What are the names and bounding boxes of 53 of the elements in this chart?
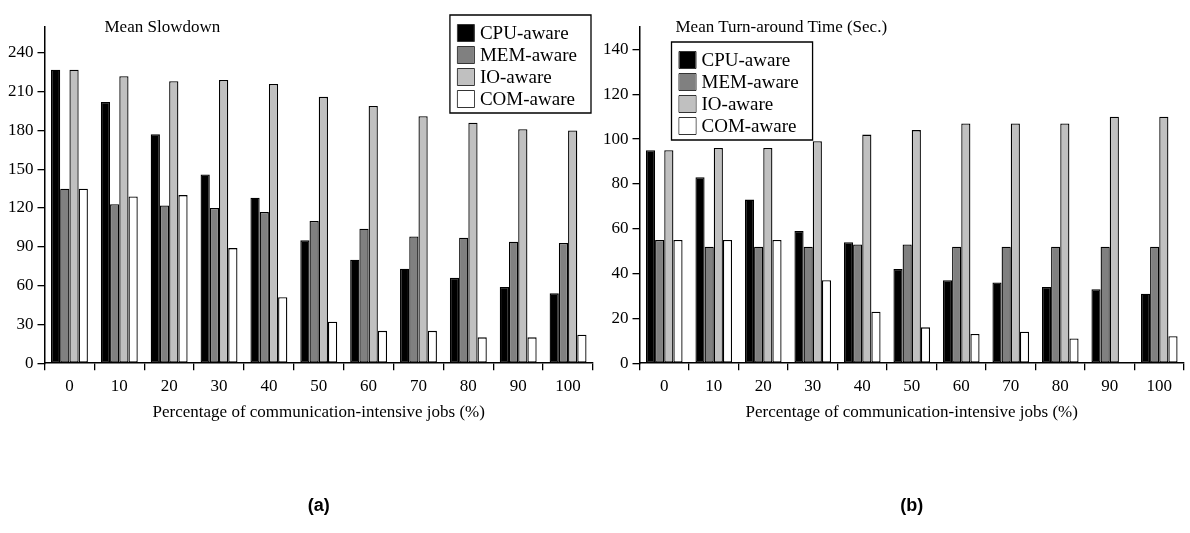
x-tick-label: 0 (660, 375, 669, 395)
text: (a) (307, 494, 330, 515)
legend-label: CPU-aware (479, 21, 569, 43)
legend-label: CPU-aware (701, 48, 791, 70)
x-tick-label: 90 (1101, 375, 1119, 395)
x-tick-label: 70 (1002, 375, 1020, 395)
y-tick-label: 60 (611, 218, 629, 238)
y-tick-label: 0 (620, 352, 629, 372)
y-tick-label: 30 (16, 313, 34, 333)
y-tick-label: 140 (603, 38, 629, 58)
y-tick-label: 60 (16, 275, 34, 295)
x-tick-label: 50 (903, 375, 921, 395)
chart-title: Mean Turn-around Time (Sec.) (675, 16, 888, 36)
y-tick-label: 180 (8, 119, 34, 139)
x-tick-label: 0 (65, 375, 74, 395)
y-tick-label: 80 (611, 173, 629, 193)
x-tick-label: 100 (555, 375, 581, 395)
x-tick-label: 30 (210, 375, 228, 395)
y-tick-label: 90 (16, 236, 34, 256)
x-tick-label: 80 (459, 375, 477, 395)
x-tick-label: 100 (1146, 375, 1172, 395)
x-tick-label: 10 (705, 375, 723, 395)
x-tick-label: 90 (509, 375, 527, 395)
y-tick-label: 240 (8, 42, 34, 62)
legend-label: MEM-aware (701, 70, 799, 92)
legend-label: COM-aware (701, 114, 797, 136)
y-tick-label: 0 (25, 352, 34, 372)
x-tick-label: 30 (804, 375, 822, 395)
y-tick-label: 100 (603, 128, 629, 148)
x-tick-label: 80 (1051, 375, 1069, 395)
x-tick-label: 60 (360, 375, 378, 395)
x-tick-label: 70 (409, 375, 427, 395)
y-tick-label: 20 (611, 307, 629, 327)
x-axis-title: Percentage of communication-intensive jobs (%) (152, 402, 485, 422)
legend-label: MEM-aware (479, 43, 578, 65)
x-tick-label: 20 (160, 375, 178, 395)
chart-title: Mean Slowdown (104, 16, 221, 36)
y-tick-label: 120 (603, 83, 629, 103)
x-tick-label: 50 (310, 375, 328, 395)
x-tick-label: 60 (952, 375, 970, 395)
text: (b) (900, 494, 924, 515)
y-tick-label: 150 (8, 158, 34, 178)
y-tick-label: 120 (8, 197, 34, 217)
x-tick-label: 10 (110, 375, 128, 395)
x-tick-label: 20 (754, 375, 772, 395)
legend-label: IO-aware (701, 92, 774, 114)
x-axis-title: Percentage of communication-intensive jobs (%) (745, 402, 1078, 422)
x-tick-label: 40 (853, 375, 871, 395)
y-tick-label: 210 (8, 81, 34, 101)
x-tick-label: 40 (260, 375, 278, 395)
legend-label: IO-aware (479, 65, 552, 87)
y-tick-label: 40 (611, 263, 629, 283)
legend-label: COM-aware (479, 87, 575, 109)
